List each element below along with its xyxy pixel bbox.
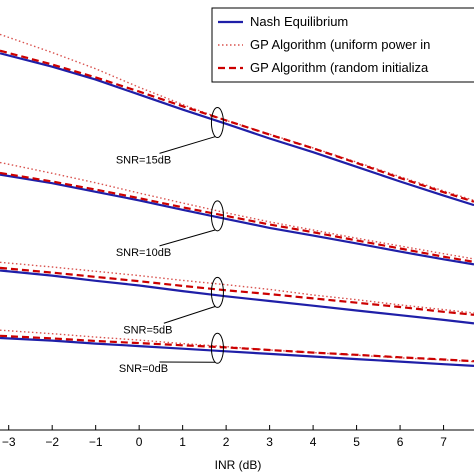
series-1-line-2 [0, 173, 474, 266]
series-2-line-3 [0, 261, 474, 314]
series-layer [0, 33, 474, 367]
annotation-label-4: SNR=0dB [119, 363, 168, 375]
annotation-ellipse-1 [210, 107, 224, 139]
x-tick-label-3: −1 [89, 435, 103, 449]
annotation-ellipse-3 [210, 276, 224, 308]
x-tick-label-7: 3 [266, 435, 273, 449]
x-tick-label-4: 0 [136, 435, 143, 449]
x-tick-label-8: 4 [310, 435, 317, 449]
x-tick-label-2: −2 [45, 435, 59, 449]
legend-entry-1: Nash Equilibrium [250, 14, 348, 29]
series-1-line-3 [0, 269, 474, 325]
x-tick-label-11: 7 [440, 435, 447, 449]
legend: Nash Equilibrium GP Algorithm (uniform po… [211, 7, 474, 83]
series-3 [0, 49, 474, 363]
series-3-line-1 [0, 49, 474, 203]
annotation-layer: SNR=15dB SNR=10dB SNR=5dB SNR=0dB [116, 107, 224, 375]
series-2-line-2 [0, 161, 474, 260]
x-tick-label-10: 6 [397, 435, 404, 449]
series-1-line-1 [0, 52, 474, 207]
annotation-label-3: SNR=5dB [123, 324, 172, 336]
legend-box [211, 7, 474, 83]
annotation-leader-1 [159, 136, 216, 154]
series-1-line-4 [0, 336, 474, 367]
legend-entry-2: GP Algorithm (uniform power in [250, 37, 430, 52]
x-axis: −3 −2 −1 0 1 2 3 4 5 6 7 [0, 425, 474, 449]
x-tick-label-6: 2 [223, 435, 230, 449]
legend-entry-3: GP Algorithm (random initializa [250, 60, 429, 75]
annotation-ellipse-4 [210, 332, 224, 364]
x-axis-label: INR (dB) [215, 458, 262, 472]
annotation-ellipse-2 [210, 200, 224, 232]
x-tick-label-1: −3 [2, 435, 16, 449]
series-3-line-4 [0, 334, 474, 363]
x-tick-label-5: 1 [179, 435, 186, 449]
series-3-line-3 [0, 266, 474, 316]
x-tick-label-9: 5 [353, 435, 360, 449]
series-3-line-2 [0, 171, 474, 263]
annotation-leader-3 [163, 305, 216, 324]
series-1 [0, 52, 474, 367]
annotation-label-2: SNR=10dB [116, 247, 171, 259]
annotation-label-1: SNR=15dB [116, 154, 171, 166]
annotation-leader-2 [159, 229, 216, 247]
